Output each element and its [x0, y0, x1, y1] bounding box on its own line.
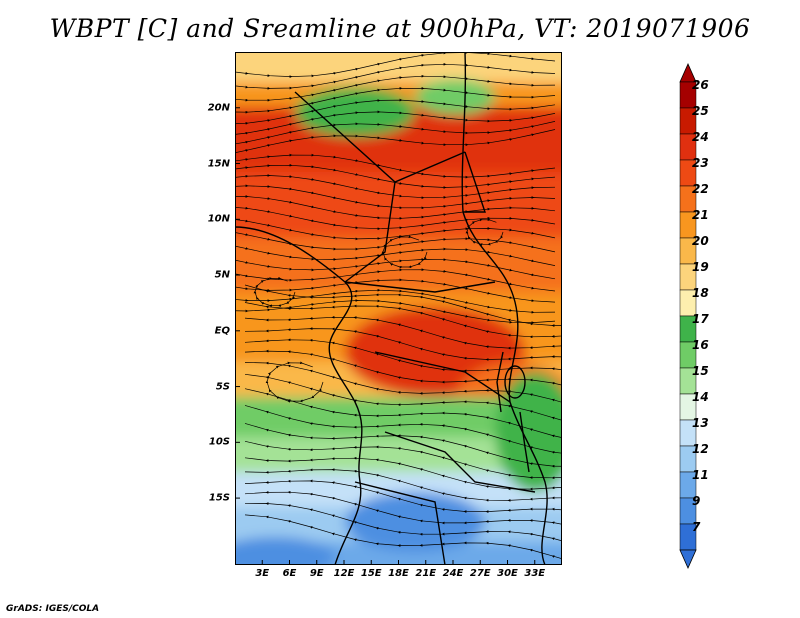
- colorbar-label: 22: [692, 182, 709, 196]
- footer-credit: GrADS: IGES/COLA: [6, 604, 100, 614]
- colorbar-label: 13: [692, 416, 709, 430]
- lon-tick-label: 24E: [442, 568, 464, 579]
- lon-tick-label: 30E: [497, 568, 518, 579]
- lon-tick-label: 9E: [309, 568, 324, 579]
- lon-tick-label: 15E: [360, 568, 382, 579]
- colorbar-label: 23: [692, 156, 709, 170]
- lat-tick-label: 10S: [208, 436, 230, 448]
- colorbar-label: 11: [692, 468, 709, 482]
- colorbar-label: 12: [692, 442, 709, 456]
- lakes: [496, 351, 530, 473]
- streamline: [465, 218, 504, 246]
- lat-tick-label: 15S: [208, 492, 230, 504]
- streamline: [381, 235, 428, 269]
- colorbar-label: 25: [692, 104, 709, 118]
- streamline: [235, 129, 556, 154]
- colorbar-label: 16: [692, 338, 709, 352]
- colorbar-label: 15: [692, 364, 709, 378]
- lon-tick-label: 18E: [388, 568, 409, 579]
- axis-ticks: [235, 107, 536, 565]
- colorbar-label: 14: [692, 390, 709, 404]
- map-area: [235, 52, 562, 565]
- lat-tick-label: 15N: [207, 158, 230, 170]
- colorbar-label: 18: [692, 286, 709, 300]
- streamlines: [235, 52, 562, 560]
- lon-tick-label: 27E: [469, 568, 491, 579]
- colorbar-label: 20: [692, 234, 709, 248]
- colorbar-label: 7: [692, 520, 701, 534]
- triangle-down-icon: [679, 549, 697, 569]
- lon-tick-label: 3E: [255, 568, 270, 579]
- lon-tick-label: 21E: [415, 568, 437, 579]
- country-borders: [235, 52, 548, 565]
- lat-tick-label: 5N: [214, 269, 230, 281]
- colorbar-label: 26: [692, 78, 709, 92]
- colorbar-label: 17: [692, 312, 709, 326]
- streamline: [253, 276, 296, 308]
- streamline: [244, 514, 562, 560]
- lon-tick-label: 33E: [524, 568, 546, 579]
- colorbar: [679, 63, 697, 569]
- lat-tick-label: 10N: [207, 213, 230, 225]
- lon-tick-label: 6E: [282, 568, 297, 579]
- lat-tick-label: EQ: [214, 325, 230, 337]
- lon-tick-label: 12E: [333, 568, 355, 579]
- colorbar-label: 24: [692, 130, 709, 144]
- colorbar-label: 9: [692, 494, 701, 508]
- lat-tick-label: 20N: [207, 102, 230, 114]
- colorbar-label: 21: [692, 208, 709, 222]
- lat-tick-label: 5S: [215, 381, 230, 393]
- map-plot: [235, 52, 562, 565]
- streamline: [265, 361, 324, 403]
- chart-title: WBPT [C] and Sreamline at 900hPa, VT: 20…: [49, 14, 751, 43]
- colorbar-label: 19: [692, 260, 709, 274]
